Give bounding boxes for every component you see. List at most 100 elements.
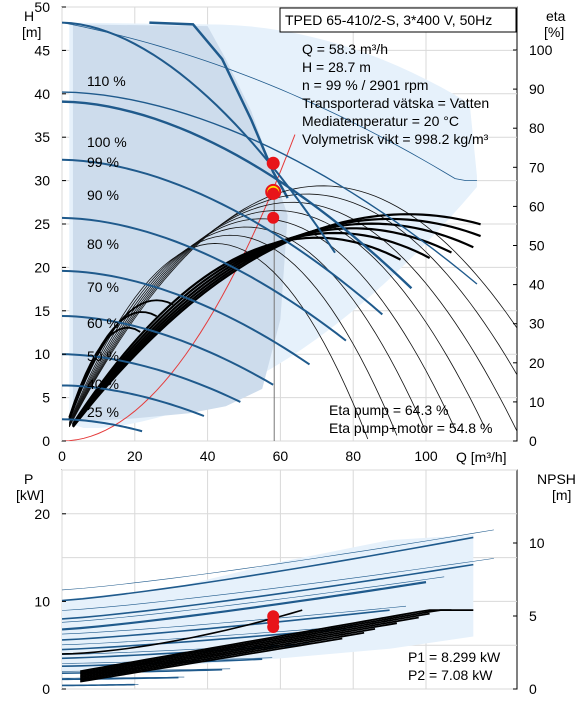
title-box — [279, 7, 517, 33]
y-left-tick-label: 30 — [34, 173, 50, 189]
x-tick-label: 100 — [414, 448, 438, 464]
power-curve-thin — [62, 529, 494, 591]
npsh-tick-label: 0 — [529, 681, 537, 697]
speed-label: 90 % — [87, 187, 119, 203]
power-curve-thin — [62, 558, 494, 611]
power-region — [62, 534, 474, 672]
p-tick-label: 10 — [34, 593, 50, 609]
y-right-unit: [%] — [544, 24, 564, 40]
max-power-curve — [149, 21, 289, 199]
power-curve — [62, 536, 474, 602]
speed-curves — [62, 21, 478, 433]
npsh-curve — [80, 612, 430, 676]
speed-label: 110 % — [87, 73, 126, 89]
x-tick-label: 0 — [58, 448, 66, 464]
eta-pump-curve — [68, 201, 517, 433]
power-curve — [62, 609, 390, 641]
operating-point-markers — [265, 156, 282, 224]
y-right-tick-label: 100 — [529, 42, 553, 58]
y-left-tick-label: 35 — [34, 129, 50, 145]
npsh-curve — [80, 628, 376, 680]
y-right-tick-label: 50 — [529, 238, 545, 254]
power-curve-thin — [62, 625, 361, 646]
p1-text: P1 = 8.299 kW — [408, 649, 501, 665]
power-curve-thin — [62, 684, 139, 686]
y-right-tick-label: 90 — [529, 81, 545, 97]
eta-point — [267, 187, 280, 200]
npsh-tick-label: 5 — [529, 608, 537, 624]
p-tick-label: 20 — [34, 506, 50, 522]
y-left-unit: [m] — [22, 24, 41, 40]
npsh-curve — [80, 609, 474, 673]
y-right-tick-label: 70 — [529, 159, 545, 175]
eta-pump-curve — [68, 226, 427, 433]
speed-label: 100 % — [87, 134, 127, 150]
power-curve-thin — [62, 605, 407, 635]
eta-total-curve — [72, 236, 402, 425]
speed-label: 60 % — [87, 315, 119, 331]
eta-low-speed-curve — [68, 326, 141, 418]
y-left-label: H — [24, 8, 34, 24]
eta-pump-curve — [68, 218, 456, 430]
eta-total-curve — [72, 227, 452, 426]
speed-label: 99 % — [87, 154, 119, 170]
speed-curve — [62, 418, 143, 433]
npsh-curve — [80, 622, 398, 679]
eta-pump-curve — [68, 193, 517, 427]
eta-total-point — [267, 211, 280, 224]
speed-label: 40 % — [87, 376, 119, 392]
y-left-tick-label: 10 — [34, 346, 50, 362]
y-right-tick-label: 0 — [529, 433, 537, 449]
power-axis-ticks: 0 10 20 0 5 10 — [34, 506, 544, 697]
y-left-tick-label: 20 — [34, 259, 50, 275]
y-right-tick-label: 60 — [529, 198, 545, 214]
y-right-tick-label: 80 — [529, 120, 545, 136]
speed-labels: 110 % 100 % 99 % 90 % 80 % 70 % 60 % 50 % 40 % 25… — [87, 73, 127, 420]
p-left-unit: [kW] — [16, 487, 44, 503]
speed-curve — [62, 353, 241, 403]
info-h: H = 28.7 m — [302, 59, 371, 75]
max-speed-envelope — [62, 22, 477, 181]
power-curves — [62, 529, 494, 687]
y-left-tick-label: 0 — [42, 433, 50, 449]
speed-label: 80 % — [87, 236, 119, 252]
power-curve — [62, 581, 427, 631]
x-tick-label: 20 — [127, 448, 143, 464]
efficiency-curves — [68, 185, 517, 440]
eta-total-curve — [72, 213, 481, 428]
speed-curve — [62, 91, 478, 285]
npsh-curve — [80, 631, 365, 682]
y-right-tick-label: 30 — [529, 316, 545, 332]
eta-total-text: Eta pump+motor = 54.8 % — [329, 420, 492, 436]
y-left-tick-label: 45 — [34, 42, 50, 58]
speed-curve — [62, 216, 347, 342]
speed-label: 25 % — [87, 404, 119, 420]
eta-total-curve — [72, 231, 431, 426]
npsh-label: NPSH — [537, 471, 576, 487]
x-tick-label: 60 — [273, 448, 289, 464]
npsh-point — [267, 615, 280, 628]
npsh-curve — [80, 637, 343, 683]
eta-pump-curve — [68, 185, 517, 428]
speed-curve — [62, 158, 383, 316]
info-n: n = 99 % / 2901 rpm — [302, 77, 428, 93]
x-tick-label: 80 — [345, 448, 361, 464]
speed-label: 70 % — [87, 279, 119, 295]
y-right-tick-label: 20 — [529, 355, 545, 371]
npsh-tick-label: 10 — [529, 535, 545, 551]
y-left-tick-label: 40 — [34, 86, 50, 102]
y-left-tick-label: 15 — [34, 303, 50, 319]
npsh-curve — [80, 616, 419, 677]
speed-curve — [62, 269, 311, 366]
info-liquid: Transporterad vätska = Vatten — [302, 95, 489, 111]
npsh-low-curve — [62, 609, 303, 655]
y-left-tick-label: 25 — [34, 216, 50, 232]
eta-pump-text: Eta pump = 64.3 % — [329, 402, 448, 418]
power-curve-thin — [62, 576, 445, 623]
p2-text: P2 = 7.08 kW — [408, 667, 493, 683]
speed-label: 50 % — [87, 348, 119, 364]
eta-total-curve — [72, 222, 474, 427]
x-axis-label: Q [m³/h] — [456, 449, 507, 465]
